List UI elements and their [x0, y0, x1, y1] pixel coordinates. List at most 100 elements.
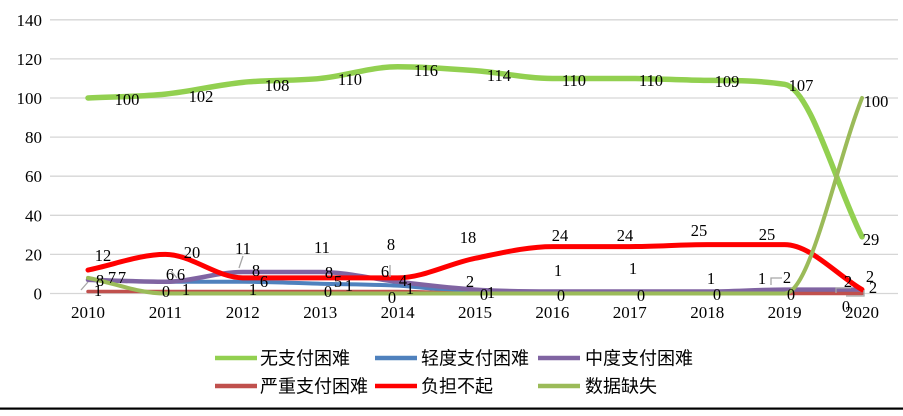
data-label-no-payment-difficulty: 114 — [487, 66, 511, 85]
data-label-moderate-payment-difficulty: 7 — [118, 268, 126, 287]
x-axis-tick-label: 2015 — [458, 303, 492, 322]
y-axis-tick-label: 20 — [25, 245, 42, 264]
label-leader-line — [80, 281, 89, 291]
data-label-no-payment-difficulty: 109 — [715, 72, 740, 91]
y-axis-tick-label: 120 — [17, 50, 43, 69]
series-line-missing-data — [86, 96, 864, 296]
data-label-unaffordable: 12 — [95, 246, 112, 265]
data-label-severe-payment-difficulty: 0 — [480, 285, 488, 304]
data-label-unaffordable: 25 — [759, 225, 776, 244]
x-axis-tick-label: 2020 — [845, 303, 879, 322]
data-label-no-payment-difficulty: 29 — [863, 230, 880, 249]
data-label-severe-payment-difficulty: 1 — [345, 276, 353, 295]
data-label-no-payment-difficulty: 102 — [189, 87, 214, 106]
data-label-mild-payment-difficulty: 1 — [629, 259, 637, 278]
legend-label-moderate-payment-difficulty: 中度支付困难 — [585, 349, 693, 369]
data-label-missing-data: 0 — [324, 282, 332, 301]
data-label-moderate-payment-difficulty: 6 — [177, 265, 185, 284]
x-axis-tick-label: 2011 — [149, 303, 182, 322]
data-label-no-payment-difficulty: 107 — [789, 76, 814, 95]
data-label-unaffordable: 8 — [325, 263, 333, 282]
legend-item-unaffordable: 负担不起 — [375, 377, 493, 397]
label-leader-line — [170, 270, 178, 279]
data-label-unaffordable: 25 — [691, 221, 708, 240]
data-label-unaffordable: 2 — [844, 272, 852, 291]
data-label-moderate-payment-difficulty: 11 — [235, 239, 251, 258]
data-label-severe-payment-difficulty: 0 — [787, 285, 795, 304]
data-label-severe-payment-difficulty: 1 — [406, 279, 414, 298]
y-axis-tick-label: 40 — [25, 206, 42, 225]
label-leader-line — [835, 287, 851, 293]
bottom-divider — [0, 407, 903, 410]
data-label-mild-payment-difficulty: 2 — [866, 267, 874, 286]
data-label-severe-payment-difficulty: 1 — [182, 280, 190, 299]
data-label-mild-payment-difficulty: 6 — [260, 272, 268, 291]
data-label-no-payment-difficulty: 108 — [265, 76, 290, 95]
data-label-mild-payment-difficulty: 1 — [487, 283, 495, 302]
x-axis-tick-label: 2014 — [381, 303, 416, 322]
data-label-missing-data: 8 — [96, 271, 104, 290]
legend-label-unaffordable: 负担不起 — [421, 377, 493, 397]
legend-item-mild-payment-difficulty: 轻度支付困难 — [375, 349, 529, 369]
data-label-moderate-payment-difficulty: 2 — [466, 272, 474, 291]
data-label-mild-payment-difficulty: 4 — [399, 271, 407, 290]
x-axis-tick-label: 2017 — [613, 303, 648, 322]
data-label-mild-payment-difficulty: 1 — [707, 269, 715, 288]
x-axis-tick-label: 2010 — [71, 303, 105, 322]
y-axis-tick-label: 60 — [25, 167, 42, 186]
data-label-mild-payment-difficulty: 1 — [758, 269, 766, 288]
legend-label-missing-data: 数据缺失 — [585, 377, 657, 397]
y-axis-tick-label: 100 — [17, 89, 43, 108]
data-label-unaffordable: 24 — [552, 226, 569, 245]
legend-item-severe-payment-difficulty: 严重支付困难 — [215, 377, 368, 397]
legend-label-severe-payment-difficulty: 严重支付困难 — [260, 377, 368, 397]
data-label-severe-payment-difficulty: 0 — [637, 286, 645, 305]
data-label-unaffordable: 18 — [460, 228, 477, 247]
data-label-missing-data: 0 — [162, 282, 170, 301]
data-label-severe-payment-difficulty: 0 — [557, 286, 565, 305]
series-line-no-payment-difficulty — [85, 63, 865, 240]
data-label-no-payment-difficulty: 100 — [115, 90, 140, 109]
data-label-moderate-payment-difficulty: 2 — [783, 268, 791, 287]
data-label-severe-payment-difficulty: 0 — [842, 297, 850, 316]
data-label-severe-payment-difficulty: 0 — [713, 285, 721, 304]
data-label-moderate-payment-difficulty: 6 — [381, 262, 389, 281]
label-leader-line — [238, 255, 244, 269]
data-label-severe-payment-difficulty: 1 — [94, 281, 102, 300]
y-axis-tick-label: 140 — [17, 11, 43, 30]
data-label-no-payment-difficulty: 110 — [338, 70, 362, 89]
data-label-missing-data: 0 — [388, 288, 396, 307]
x-axis-tick-label: 2018 — [690, 303, 724, 322]
data-label-unaffordable: 8 — [387, 235, 395, 254]
legend-label-no-payment-difficulty: 无支付困难 — [260, 349, 350, 369]
data-label-moderate-payment-difficulty: 2 — [869, 278, 877, 297]
data-label-moderate-payment-difficulty: 11 — [314, 238, 330, 257]
label-leader-line — [846, 290, 865, 297]
data-label-no-payment-difficulty: 110 — [639, 71, 663, 90]
data-label-no-payment-difficulty: 110 — [562, 71, 586, 90]
data-label-unaffordable: 20 — [184, 243, 201, 262]
x-axis-tick-label: 2019 — [768, 303, 802, 322]
x-axis-tick-label: 2013 — [303, 303, 337, 322]
data-label-no-payment-difficulty: 116 — [414, 61, 438, 80]
data-label-severe-payment-difficulty: 1 — [249, 280, 257, 299]
legend-item-missing-data: 数据缺失 — [538, 377, 657, 397]
data-label-missing-data: 100 — [864, 92, 889, 111]
x-axis-tick-label: 2012 — [226, 303, 260, 322]
data-label-mild-payment-difficulty: 1 — [554, 261, 562, 280]
y-axis-tick-label: 0 — [34, 285, 43, 304]
legend-item-no-payment-difficulty: 无支付困难 — [215, 349, 350, 369]
series-line-unaffordable — [85, 242, 865, 293]
data-label-mild-payment-difficulty: 5 — [334, 272, 342, 291]
data-label-unaffordable: 24 — [617, 226, 634, 245]
y-axis-tick-label: 80 — [25, 128, 42, 147]
legend-item-moderate-payment-difficulty: 中度支付困难 — [538, 349, 693, 369]
data-label-mild-payment-difficulty: 6 — [166, 265, 174, 284]
label-leader-line — [770, 277, 782, 285]
legend-label-mild-payment-difficulty: 轻度支付困难 — [421, 349, 529, 369]
data-label-mild-payment-difficulty: 7 — [108, 268, 116, 287]
data-label-unaffordable: 8 — [252, 261, 260, 280]
x-axis-tick-label: 2016 — [535, 303, 569, 322]
